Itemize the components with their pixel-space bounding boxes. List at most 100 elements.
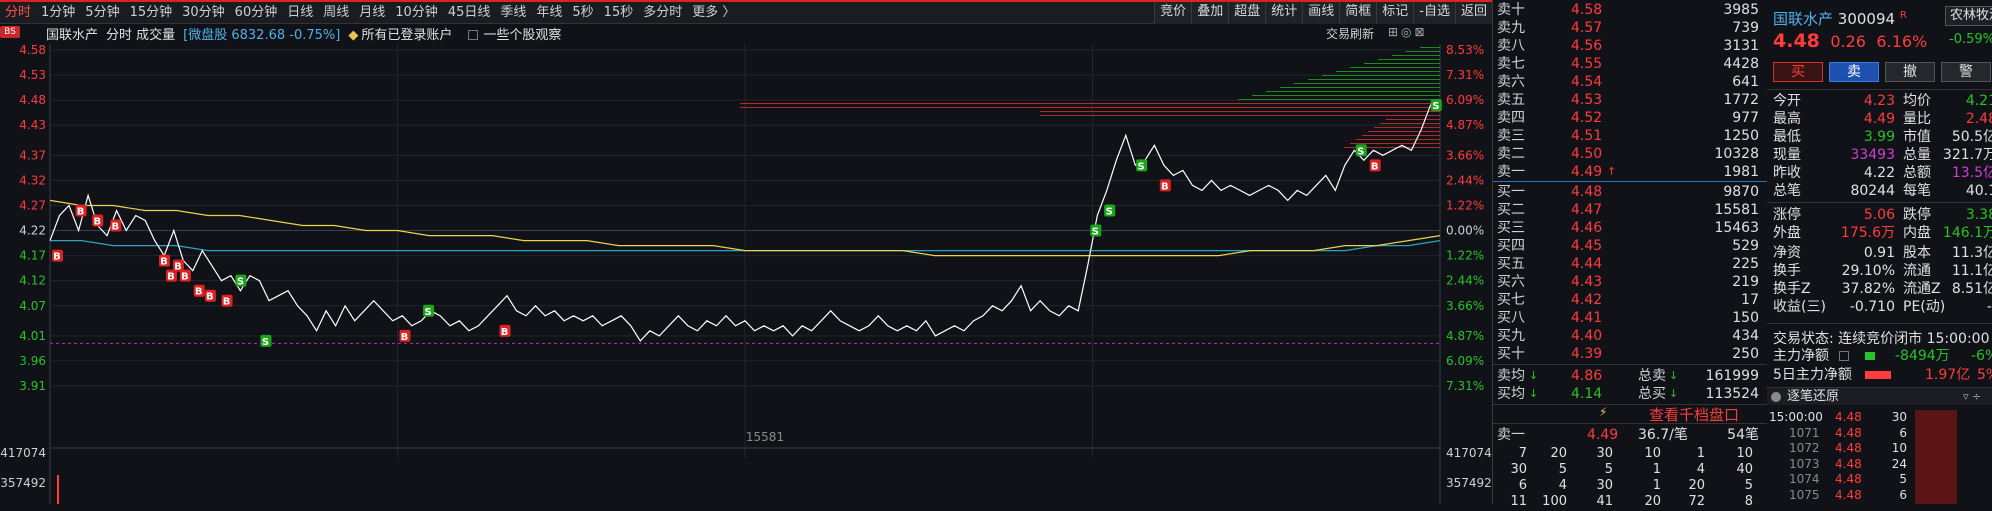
sell-marker[interactable]: S [1355,144,1367,157]
bid-row[interactable]: 买七 4.42 17 [1493,291,1767,309]
trade-refresh-button[interactable]: 交易刷新 [1326,27,1375,41]
bid-row[interactable]: 买九 4.40 434 [1493,327,1767,345]
buy-marker[interactable]: B [75,204,87,217]
bid-row[interactable]: 买三 4.46 15463 [1493,219,1767,237]
tool-button[interactable]: 简框 [1339,2,1377,24]
buy-marker[interactable]: B [110,219,122,233]
bs-badge[interactable]: BS [0,26,20,38]
ask-row[interactable]: 卖三 4.51 1250 [1493,127,1767,145]
buy-marker[interactable]: B [221,294,233,308]
ask-row[interactable]: 卖六 4.54 641 [1493,73,1767,91]
tool-button[interactable]: -自选 [1413,2,1455,24]
tick-row[interactable]: 1074 4.48 5 [1767,472,1992,487]
period-tab[interactable]: 分时 [5,4,32,20]
bid-row[interactable]: 买十 4.39 250 [1493,345,1767,363]
ask-row[interactable]: 卖九 4.57 739 [1493,19,1767,37]
ob-price: 4.39 [1571,346,1603,362]
ask-row[interactable]: 卖二 4.50 10328 [1493,145,1767,163]
tick-volume: 10 [1891,441,1907,455]
sell-marker[interactable]: S [235,274,247,288]
tick-row[interactable]: 15:00:00 4.48 30 [1767,410,1992,425]
bid-row[interactable]: 买一 4.48 9870 [1493,183,1767,201]
period-tab[interactable]: 15分钟 [129,4,173,20]
tick-row[interactable]: 1071 4.48 6 [1767,426,1992,441]
filter-icon[interactable]: ▿ ÷ [1963,390,1982,403]
buy-marker[interactable]: B [193,284,205,298]
period-tab[interactable]: 10分钟 [395,4,438,20]
tick-row[interactable]: 1073 4.48 24 [1767,457,1992,472]
sell-marker[interactable]: S [1430,99,1442,112]
view-1000-button[interactable]: 查看千档盘口 [1649,406,1740,424]
buy-button[interactable]: 买 [1773,62,1823,82]
watch-checkbox[interactable]: 一些个股观察 [468,24,569,43]
tool-button[interactable]: 标记 [1376,2,1414,24]
buy-marker[interactable]: B [172,259,184,273]
tool-button[interactable]: 超盘 [1228,2,1266,24]
buy-marker[interactable]: B [1369,159,1381,172]
intraday-chart[interactable]: 4.58 8.53% 4.53 7.31% 4.48 6.09% 4.43 4.87% 4.37… [0,43,1492,504]
period-tab[interactable]: 周线 [323,4,350,20]
buy-marker[interactable]: B [51,249,63,263]
tool-button[interactable]: 画线 [1302,2,1340,24]
period-tab[interactable]: 多分时 [643,4,683,20]
main-flow-row: 主力净额 -8494万 -6% [1767,347,1992,365]
account-selector[interactable]: ◆ 所有已登录账户 [348,24,460,43]
buy-marker[interactable]: B [399,329,411,343]
sell-marker[interactable]: S [1090,224,1102,238]
tool-button[interactable]: 叠加 [1191,2,1229,24]
stat-row: 净资 0.91 股本 11.3亿 [1767,244,1992,262]
tool-button[interactable]: 竞价 [1154,2,1192,24]
buy-marker[interactable]: B [179,269,191,283]
info-icon[interactable] [1839,351,1849,361]
buy-marker[interactable]: B [499,324,511,338]
buy-marker[interactable]: B [165,269,177,283]
index-reference[interactable]: [微盘股 6832.68 -0.75%] [183,28,341,43]
chart-settings-icons[interactable]: ⊞◎⊠ [1388,25,1428,39]
sell-marker[interactable]: S [260,334,272,348]
tool-button[interactable]: 统计 [1265,2,1303,24]
buy-marker[interactable]: B [158,254,170,268]
buy-marker[interactable]: B [92,214,104,228]
tool-button[interactable]: 返回 [1454,2,1492,24]
period-tab[interactable]: 日线 [287,4,314,20]
sell-marker[interactable]: S [423,304,435,318]
ask-row[interactable]: 卖五 4.53 1772 [1493,91,1767,109]
ask-row[interactable]: 卖一 4.49 ↑ 1981 [1493,163,1767,181]
buy-marker[interactable]: B [1159,179,1171,192]
cancel-button[interactable]: 撤 [1885,62,1935,82]
period-tab[interactable]: 1分钟 [41,4,76,20]
buy-marker[interactable]: B [204,289,216,303]
period-tab[interactable]: 季线 [500,4,527,20]
next-stock-button[interactable]: 农林牧渔 [1945,6,1992,26]
bid-row[interactable]: 买四 4.45 529 [1493,237,1767,255]
ask-row[interactable]: 卖十 4.58 3985 [1493,1,1767,19]
tick-row[interactable]: 1075 4.48 6 [1767,488,1992,503]
stat-row: 最低 3.99 市值 50.5亿 [1767,128,1992,146]
queue-cell: 30 [1510,462,1527,477]
period-tab[interactable]: 60分钟 [234,4,278,20]
tick-section-header[interactable]: 逐笔还原 ▿ ÷ [1767,387,1992,405]
bid-row[interactable]: 买六 4.43 219 [1493,273,1767,291]
sell-marker[interactable]: S [1104,204,1116,217]
bid-row[interactable]: 买五 4.44 225 [1493,255,1767,273]
period-tab[interactable]: 5秒 [572,4,594,20]
queue-cell: 11 [1510,494,1527,509]
bid-row[interactable]: 买八 4.41 150 [1493,309,1767,327]
ask-row[interactable]: 卖四 4.52 977 [1493,109,1767,127]
sell-marker[interactable]: S [1136,159,1148,172]
period-tab[interactable]: 5分钟 [85,4,120,20]
period-tab[interactable]: 更多 〉 [692,4,736,20]
sell-button[interactable]: 卖 [1829,62,1879,82]
period-tab[interactable]: 月线 [359,4,386,20]
period-tab[interactable]: 15秒 [603,4,634,20]
tick-row[interactable]: 1072 4.48 10 [1767,441,1992,456]
period-tab[interactable]: 年线 [536,4,563,20]
ask-row[interactable]: 卖八 4.56 3131 [1493,37,1767,55]
period-tab[interactable]: 45日线 [447,4,491,20]
bid-row[interactable]: 买二 4.47 15581 [1493,201,1767,219]
ask-row[interactable]: 卖七 4.55 4428 [1493,55,1767,73]
period-tab[interactable]: 30分钟 [182,4,225,20]
collapse-icon[interactable] [1771,392,1781,402]
alert-button[interactable]: 警 [1941,62,1991,82]
volume-tick-label: 417074 [0,446,46,460]
